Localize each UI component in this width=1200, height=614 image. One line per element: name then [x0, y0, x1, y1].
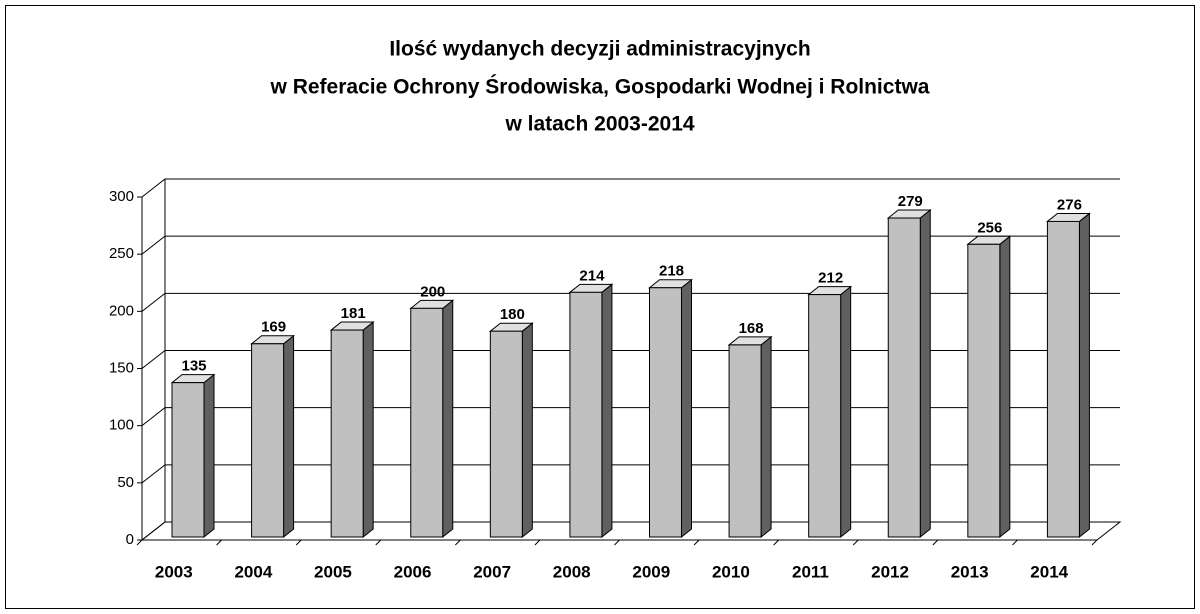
y-tick-label: 150: [109, 359, 134, 376]
x-tick: [1091, 539, 1098, 546]
x-tick: [216, 539, 222, 546]
bar-side: [840, 285, 852, 539]
x-tick-label: 2004: [234, 562, 272, 581]
data-label: 218: [659, 263, 684, 280]
y-tick-label: 300: [109, 188, 134, 205]
bar-side: [681, 278, 692, 539]
x-tick: [136, 539, 143, 546]
grid-line: [141, 350, 1120, 369]
grid-line: [141, 292, 1120, 312]
x-tick-label: 2010: [712, 562, 750, 581]
x-tick-label: 2009: [632, 562, 670, 581]
x-tick-label: 2012: [871, 562, 909, 581]
chart-title: w latach 2003-2014: [504, 113, 694, 136]
data-label: 169: [261, 319, 286, 336]
data-label: 200: [420, 283, 445, 300]
data-label: 212: [818, 270, 843, 287]
x-tick-label: 2007: [473, 562, 511, 581]
bar: [728, 344, 762, 538]
bar-side: [760, 335, 772, 539]
grid-line: [141, 521, 1120, 541]
y-tick-label: 0: [126, 531, 134, 548]
bar-side: [999, 235, 1011, 539]
data-label: 135: [181, 358, 206, 375]
bar-side: [601, 283, 613, 539]
x-tick: [454, 539, 461, 546]
x-tick: [614, 539, 620, 546]
bar: [410, 307, 444, 538]
x-tick-label: 2003: [155, 562, 193, 581]
y-tick-label: 50: [117, 474, 134, 491]
x-tick: [852, 539, 859, 546]
chart-title: w Referacie Ochrony Środowiska, Gospodar…: [270, 75, 930, 99]
y-tick-label: 100: [109, 417, 134, 434]
x-tick-label: 2005: [314, 562, 352, 581]
x-tick: [773, 539, 780, 546]
grid-line: [141, 464, 1120, 484]
data-label: 214: [579, 267, 605, 284]
data-label: 256: [977, 219, 1002, 236]
grid-line: [141, 407, 1120, 427]
x-tick-label: 2013: [951, 562, 989, 581]
bar-side: [362, 321, 374, 539]
bar-side: [521, 322, 533, 539]
data-label: 279: [898, 193, 923, 210]
x-tick: [693, 539, 700, 546]
y-tick-label: 200: [109, 302, 134, 319]
bar: [967, 243, 1001, 538]
data-label: 276: [1057, 196, 1082, 213]
x-tick-label: 2014: [1030, 562, 1068, 581]
bar-side: [1078, 212, 1090, 539]
x-tick-label: 2006: [394, 562, 432, 581]
x-tick-label: 2011: [792, 562, 829, 581]
y-tick-label: 250: [109, 245, 134, 262]
bar: [171, 382, 205, 538]
bar: [1046, 220, 1080, 538]
data-label: 168: [739, 320, 764, 337]
data-label: 181: [341, 305, 366, 322]
data-label: 180: [500, 306, 525, 323]
bar: [808, 294, 842, 538]
bar: [569, 291, 603, 538]
x-tick: [534, 539, 541, 546]
bar: [330, 329, 364, 538]
x-tick-label: 2008: [553, 562, 591, 581]
x-tick: [295, 539, 302, 546]
bar: [887, 217, 921, 538]
x-tick: [932, 539, 939, 546]
bar-side: [203, 373, 215, 539]
chart-title: Ilość wydanych decyzji administracyjnych: [389, 38, 810, 61]
grid-line: [141, 235, 1120, 255]
bar: [251, 343, 285, 538]
bar: [489, 330, 523, 538]
grid-line: [141, 178, 1120, 198]
x-tick: [1012, 539, 1018, 546]
bar-side: [283, 334, 295, 539]
bar-side: [919, 208, 931, 539]
bar-side: [442, 299, 454, 539]
bar: [649, 287, 682, 538]
x-tick: [375, 539, 382, 546]
